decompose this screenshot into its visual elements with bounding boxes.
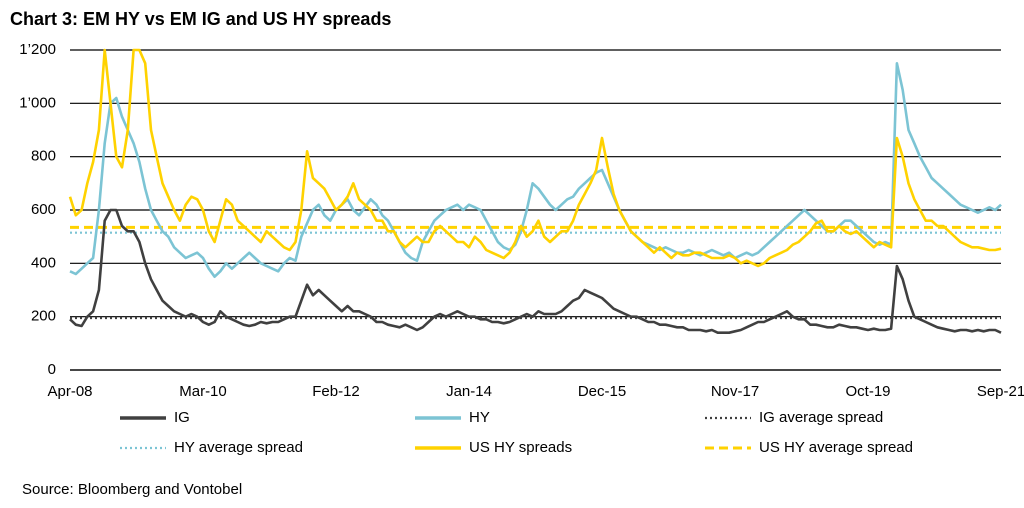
y-tick-label: 200 bbox=[31, 308, 56, 325]
series-line bbox=[69, 62, 1002, 278]
legend-label: HY bbox=[469, 409, 490, 426]
x-tick-label: Dec-15 bbox=[578, 383, 626, 400]
x-tick-label: Sep-21 bbox=[977, 383, 1024, 400]
y-tick-label: 1’000 bbox=[19, 94, 56, 111]
legend-label: IG average spread bbox=[759, 409, 883, 426]
x-tick-label: Feb-12 bbox=[312, 383, 360, 400]
legend-label: HY average spread bbox=[174, 439, 303, 456]
x-tick-label: Oct-19 bbox=[845, 383, 890, 400]
chart-title: Chart 3: EM HY vs EM IG and US HY spread… bbox=[10, 9, 391, 29]
y-tick-label: 600 bbox=[31, 201, 56, 218]
series-line bbox=[68, 48, 1002, 268]
source-note: Source: Bloomberg and Vontobel bbox=[22, 481, 242, 498]
y-tick-label: 400 bbox=[31, 254, 56, 271]
y-tick-label: 800 bbox=[31, 148, 56, 165]
series-line bbox=[69, 208, 1002, 334]
legend-label: IG bbox=[174, 409, 190, 426]
x-tick-label: Mar-10 bbox=[179, 383, 227, 400]
legend-label: US HY average spread bbox=[759, 439, 913, 456]
y-tick-label: 1’200 bbox=[19, 41, 56, 58]
y-tick-label: 0 bbox=[48, 361, 56, 378]
x-tick-label: Nov-17 bbox=[711, 383, 759, 400]
x-tick-label: Jan-14 bbox=[446, 383, 492, 400]
legend-label: US HY spreads bbox=[469, 439, 572, 456]
x-tick-label: Apr-08 bbox=[47, 383, 92, 400]
